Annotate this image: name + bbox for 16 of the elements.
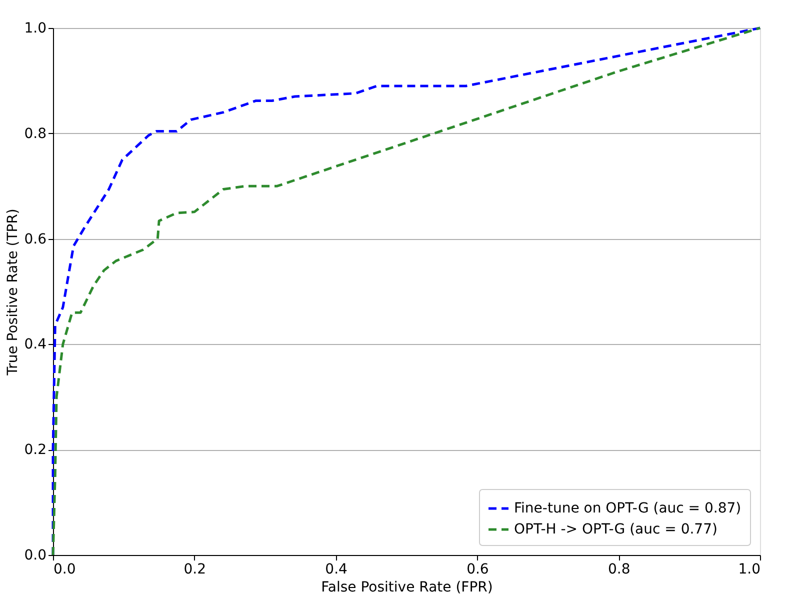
x-tick-label: 0.4 — [325, 562, 348, 578]
y-tick-label: 0.2 — [24, 442, 46, 458]
y-axis-title: True Positive Rate (TPR) — [5, 208, 22, 376]
x-tick-label: 0.2 — [184, 562, 206, 578]
y-tick-label: 1.0 — [24, 20, 46, 36]
x-tick-label: 1.0 — [738, 562, 760, 578]
legend-label: OPT-H -> OPT-G (auc = 0.77) — [514, 522, 718, 538]
y-tick-label: 0.8 — [24, 126, 46, 142]
x-tick-label: 0.8 — [608, 562, 630, 578]
legend-label: Fine-tune on OPT-G (auc = 0.87) — [514, 500, 742, 516]
y-tick-label: 0.6 — [24, 231, 47, 248]
x-tick-label: 0.6 — [466, 562, 489, 578]
y-tick-label: 0.0 — [24, 548, 46, 564]
y-tick-label: 0.4 — [24, 336, 47, 353]
x-tick-label: 0.0 — [54, 562, 76, 578]
x-axis-title: False Positive Rate (FPR) — [321, 580, 493, 596]
